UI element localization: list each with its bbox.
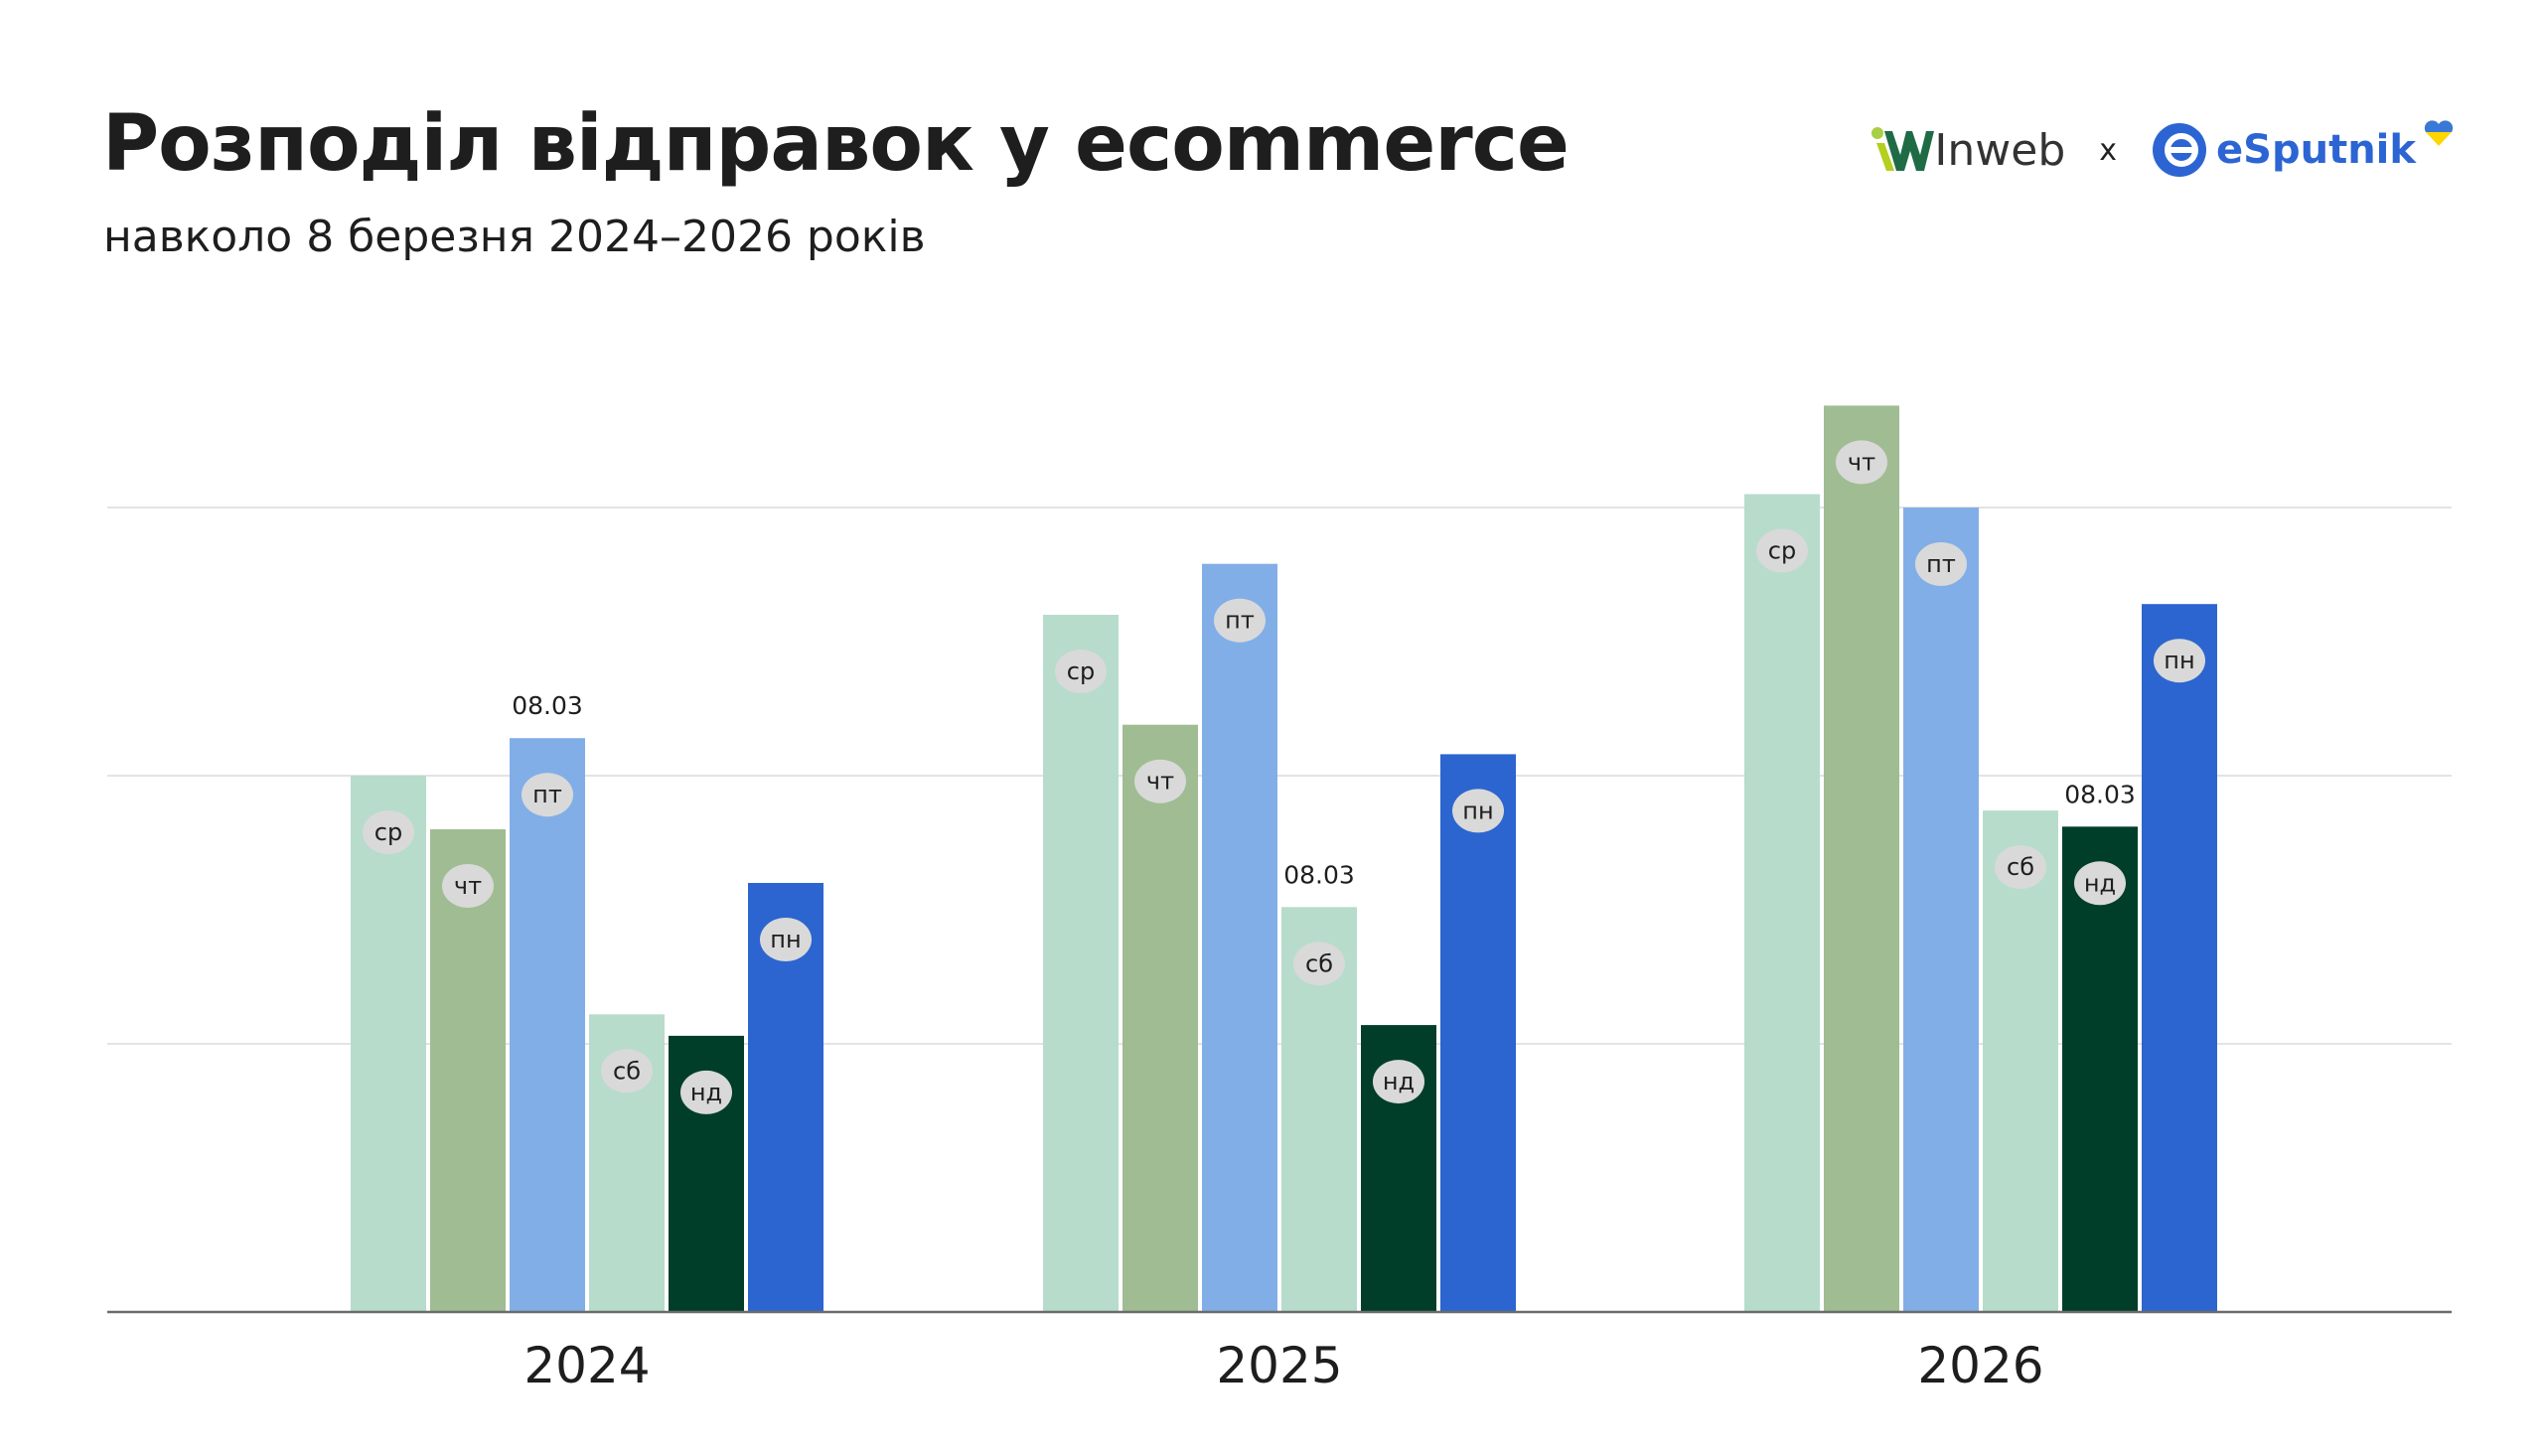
day-label-badge [1214, 598, 1266, 643]
x-tick-label: 2024 [524, 1337, 650, 1394]
inweb-logo: Inweb [1870, 125, 2065, 176]
day-label-badge [760, 918, 812, 961]
day-label: ср [1067, 657, 1095, 685]
day-label-badge [601, 1049, 653, 1093]
bar [1744, 494, 1820, 1312]
bar [1440, 754, 1516, 1312]
bar [1824, 405, 1899, 1312]
bar [1903, 508, 1979, 1312]
day-label: сб [2007, 853, 2034, 881]
day-label-badge [442, 864, 494, 908]
day-label: пт [532, 781, 562, 808]
esputnik-logo-text: eSputnik [2216, 127, 2416, 173]
day-label-badge [1134, 759, 1186, 803]
inweb-mark-icon [1871, 127, 1935, 171]
bar [1202, 563, 1277, 1312]
day-label-badge [1293, 942, 1345, 986]
day-label: пн [1462, 797, 1493, 824]
day-label: пн [770, 926, 801, 953]
bar [1983, 810, 2058, 1312]
esputnik-mark-icon [2153, 123, 2207, 177]
bar [1122, 724, 1198, 1312]
logos: Inweb x eSputnik [1870, 120, 2454, 179]
day-label-badge [1756, 528, 1808, 573]
day-label-badge [2154, 639, 2205, 683]
bar [430, 829, 506, 1312]
day-label: нд [690, 1079, 722, 1106]
day-label: чт [1146, 768, 1174, 796]
day-label: чт [454, 872, 482, 900]
day-label-badge [1373, 1060, 1424, 1104]
day-label-badge [522, 773, 573, 817]
bar [2142, 604, 2217, 1312]
date-annotation: 08.03 [1283, 860, 1355, 889]
day-label: пт [1225, 607, 1255, 635]
x-tick-label: 2026 [1917, 1337, 2043, 1394]
day-label: пт [1926, 550, 1956, 578]
day-label: нд [1383, 1068, 1415, 1095]
day-label-badge [1995, 845, 2046, 890]
bar [1043, 615, 1119, 1312]
day-label-badge [363, 810, 414, 854]
date-annotation: 08.03 [2064, 780, 2136, 808]
day-label-badge [2074, 861, 2126, 906]
day-label: сб [613, 1057, 641, 1085]
chart-title: Розподіл відправок у ecommerce [102, 99, 1570, 189]
logo-separator: x [2099, 132, 2118, 168]
day-label-badge [680, 1070, 732, 1114]
bar [2062, 826, 2138, 1312]
bar [510, 738, 585, 1312]
day-label: ср [1768, 537, 1796, 565]
day-label: сб [1305, 949, 1333, 977]
day-label: нд [2084, 869, 2116, 897]
day-label: пн [2164, 647, 2194, 674]
day-label-badge [1915, 542, 1967, 586]
chart-subtitle: навколо 8 березня 2024–2026 років [103, 212, 926, 262]
day-label: чт [1848, 448, 1875, 476]
day-label-badge [1055, 650, 1107, 693]
esputnik-logo: eSputnik [2151, 120, 2454, 179]
x-tick-label: 2025 [1216, 1337, 1342, 1394]
inweb-logo-text: Inweb [1934, 124, 2066, 176]
day-label-badge [1452, 789, 1504, 833]
heart-icon [2424, 120, 2454, 146]
day-label: ср [374, 818, 402, 846]
day-label-badge [1836, 440, 1887, 485]
bar [351, 776, 426, 1312]
date-annotation: 08.03 [512, 691, 583, 720]
